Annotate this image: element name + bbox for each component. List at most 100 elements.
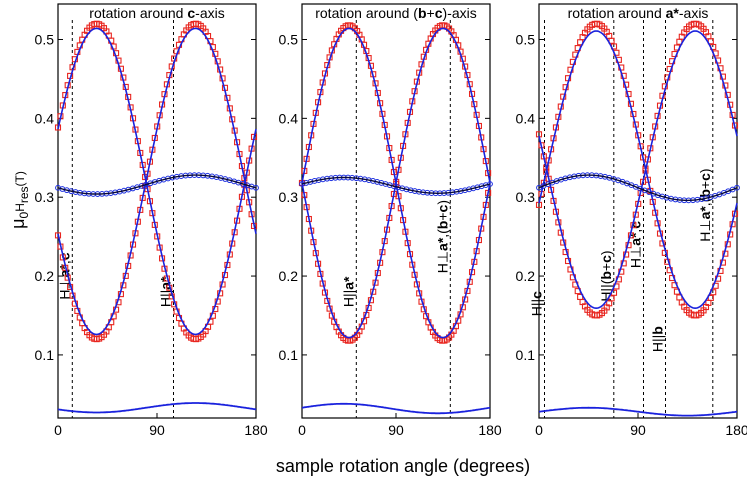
label-part: H||	[340, 290, 356, 307]
label-part: H⊥	[697, 219, 713, 241]
y-tick-label: 0.1	[516, 347, 536, 363]
label-part: -axis	[195, 5, 225, 21]
label-part: b	[598, 271, 614, 280]
x-tick-label: 90	[388, 422, 404, 438]
label-part: c	[435, 5, 443, 21]
label-part: H⊥	[434, 251, 450, 273]
label-part: b	[418, 5, 427, 21]
label-part: +	[434, 212, 450, 220]
label-part: a*	[434, 237, 450, 251]
fit-line-lower	[57, 27, 257, 336]
fit-line-lower	[538, 30, 738, 310]
label-part: c	[187, 5, 195, 21]
label-part: rotation around	[89, 5, 187, 21]
data-point-circle	[734, 184, 740, 191]
label-part: c	[434, 204, 450, 212]
x-tick-label: 0	[54, 422, 62, 438]
reference-label: H⊥a*,(b+c)	[434, 200, 450, 273]
y-tick-label: 0.2	[279, 268, 299, 284]
reference-label: H||a*	[340, 276, 356, 307]
fit-line-middle	[301, 176, 491, 194]
label-part: c	[56, 252, 72, 260]
label-part: ,(	[434, 229, 450, 238]
label-part: a*	[697, 206, 713, 220]
panel-2: rotation around (b+c)-axis0.10.20.30.40.…	[279, 3, 502, 438]
y-label-part: res	[17, 186, 31, 203]
y-axis-label: μ0Hres(T)	[8, 171, 31, 229]
label-part: H⊥	[628, 246, 644, 268]
panel-title: rotation around (b+c)-axis	[315, 5, 477, 21]
reference-label: H⊥a*,(b+c)	[697, 168, 713, 241]
x-tick-label: 180	[478, 422, 502, 438]
y-tick-label: 0.1	[279, 347, 299, 363]
label-part: +	[697, 181, 713, 189]
label-part: a*	[340, 276, 356, 290]
fit-line-lower	[301, 27, 491, 339]
label-part: )	[598, 250, 614, 255]
label-part: )	[434, 200, 450, 205]
y-tick-label: 0.3	[35, 189, 55, 205]
fit-line-middle	[538, 174, 738, 202]
label-part: ,(	[697, 197, 713, 206]
y-tick-label: 0.4	[279, 110, 299, 126]
label-part: b	[697, 189, 713, 198]
data-point-square	[608, 295, 615, 302]
panel-frame	[57, 3, 257, 419]
label-part: H||	[529, 299, 545, 316]
label-part: a*	[158, 276, 174, 290]
y-tick-label: 0.3	[279, 189, 299, 205]
x-tick-label: 180	[244, 422, 268, 438]
x-tick-label: 90	[630, 422, 646, 438]
y-tick-label: 0.5	[279, 31, 299, 47]
label-part: a*	[666, 5, 680, 21]
y-label-part: μ	[8, 218, 28, 228]
y-label-part: (T)	[13, 171, 27, 186]
label-part: +	[598, 263, 614, 271]
label-part: )	[697, 168, 713, 173]
label-part: c	[598, 255, 614, 263]
y-tick-label: 0.4	[35, 110, 55, 126]
y-tick-label: 0.1	[35, 347, 55, 363]
label-part: H⊥	[56, 277, 72, 299]
x-tick-label: 0	[535, 422, 543, 438]
reference-label: H||c	[529, 291, 545, 316]
x-tick-label: 0	[298, 422, 306, 438]
y-tick-label: 0.5	[35, 31, 55, 47]
data-point-square	[54, 232, 62, 239]
y-label-part: H	[13, 203, 27, 212]
label-part: rotation around	[568, 5, 666, 21]
fit-line-upper	[57, 27, 257, 336]
y-tick-label: 0.3	[516, 189, 536, 205]
label-part: )-axis	[443, 5, 477, 21]
data-point-square	[54, 124, 62, 131]
y-tick-label: 0.2	[516, 268, 536, 284]
label-part: b	[650, 326, 666, 335]
label-part: rotation around (	[315, 5, 418, 21]
reference-label: H||b	[650, 326, 666, 352]
label-part: +	[427, 5, 435, 21]
label-part: c	[529, 291, 545, 299]
fit-line-upper	[538, 30, 738, 310]
label-part: b	[434, 221, 450, 230]
fit-line-low	[538, 406, 738, 417]
panel-title: rotation around c-axis	[89, 5, 224, 21]
y-tick-label: 0.2	[35, 268, 55, 284]
fit-line-low	[57, 402, 257, 414]
data-point-square	[608, 37, 615, 44]
y-label-part: 0	[17, 211, 31, 218]
label-part: c	[697, 173, 713, 181]
x-axis-label: sample rotation angle (degrees)	[276, 456, 530, 476]
label-part: H||	[650, 335, 666, 352]
y-tick-label: 0.4	[516, 110, 536, 126]
x-tick-label: 90	[149, 422, 165, 438]
panel-title: rotation around a*-axis	[568, 5, 709, 21]
x-tick-label: 180	[725, 422, 747, 438]
fit-line-low	[301, 402, 491, 415]
y-tick-label: 0.5	[516, 31, 536, 47]
label-part: -axis	[679, 5, 709, 21]
label-part: ,	[628, 229, 644, 233]
